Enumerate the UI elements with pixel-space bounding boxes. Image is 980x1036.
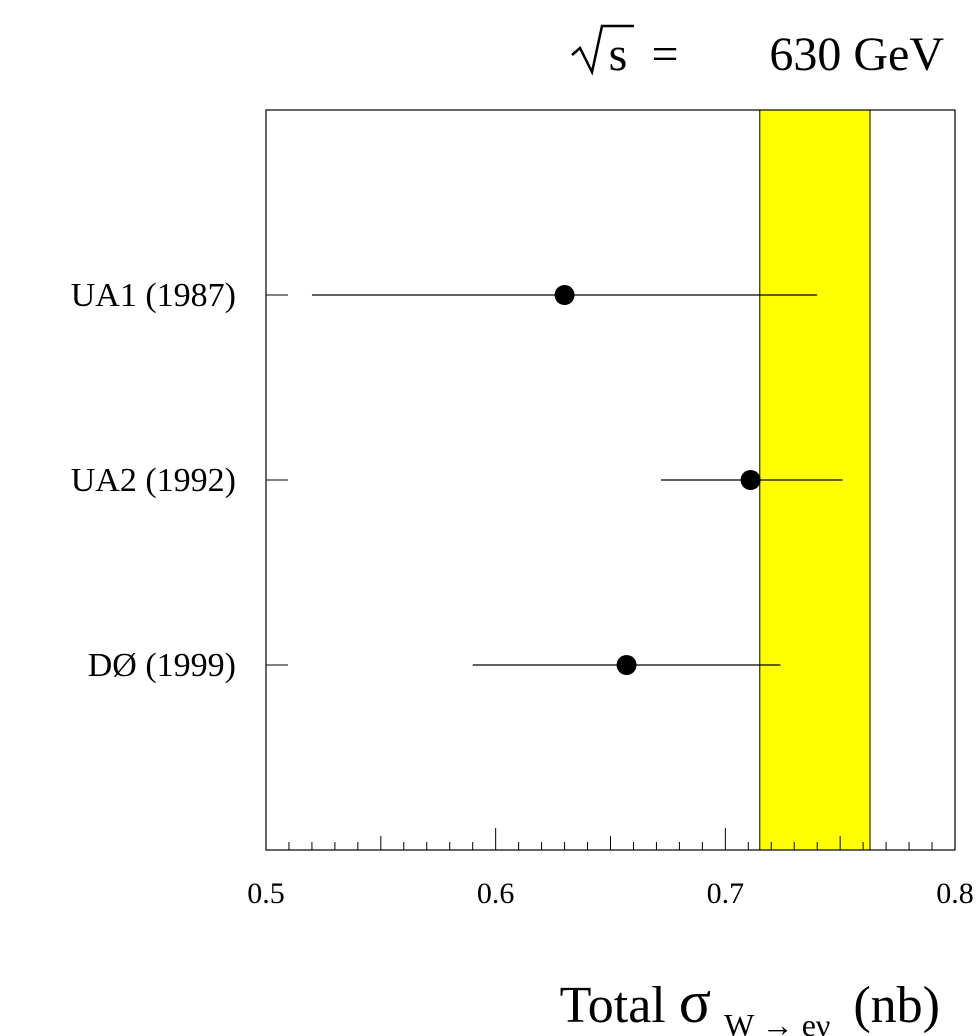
sqrt-sign-icon — [571, 24, 634, 76]
x-axis — [265, 828, 956, 850]
category-label: UA1 (1987) — [71, 277, 236, 314]
x-tick-label: 0.7 — [707, 877, 745, 910]
data-point — [616, 655, 637, 675]
title-equals: = — [651, 28, 678, 81]
title-rhs: 630 GeV — [769, 28, 944, 81]
x-tick-label: 0.8 — [936, 877, 974, 910]
title-lhs: s — [609, 28, 628, 81]
x-label-unit: (nb) — [853, 977, 940, 1034]
x-tick-labels: 0.5 0.6 0.7 0.8 — [247, 877, 974, 910]
x-tick-label: 0.6 — [477, 877, 515, 910]
data-point — [740, 470, 761, 490]
measurements — [266, 285, 843, 675]
chart-title: s = 630 GeV — [571, 24, 944, 81]
x-tick-label: 0.5 — [247, 877, 285, 910]
data-point — [554, 285, 575, 305]
category-labels: UA1 (1987) UA2 (1992) DØ (1999) — [71, 277, 236, 684]
category-label: DØ (1999) — [88, 647, 236, 684]
x-axis-label: Total σ W → eν (nb) — [560, 969, 940, 1036]
x-label-symbol: σ — [679, 969, 711, 1035]
category-label: UA2 (1992) — [71, 462, 236, 499]
x-label-subscript: W → eν — [724, 1007, 830, 1036]
x-label-prefix: Total — [560, 977, 666, 1034]
